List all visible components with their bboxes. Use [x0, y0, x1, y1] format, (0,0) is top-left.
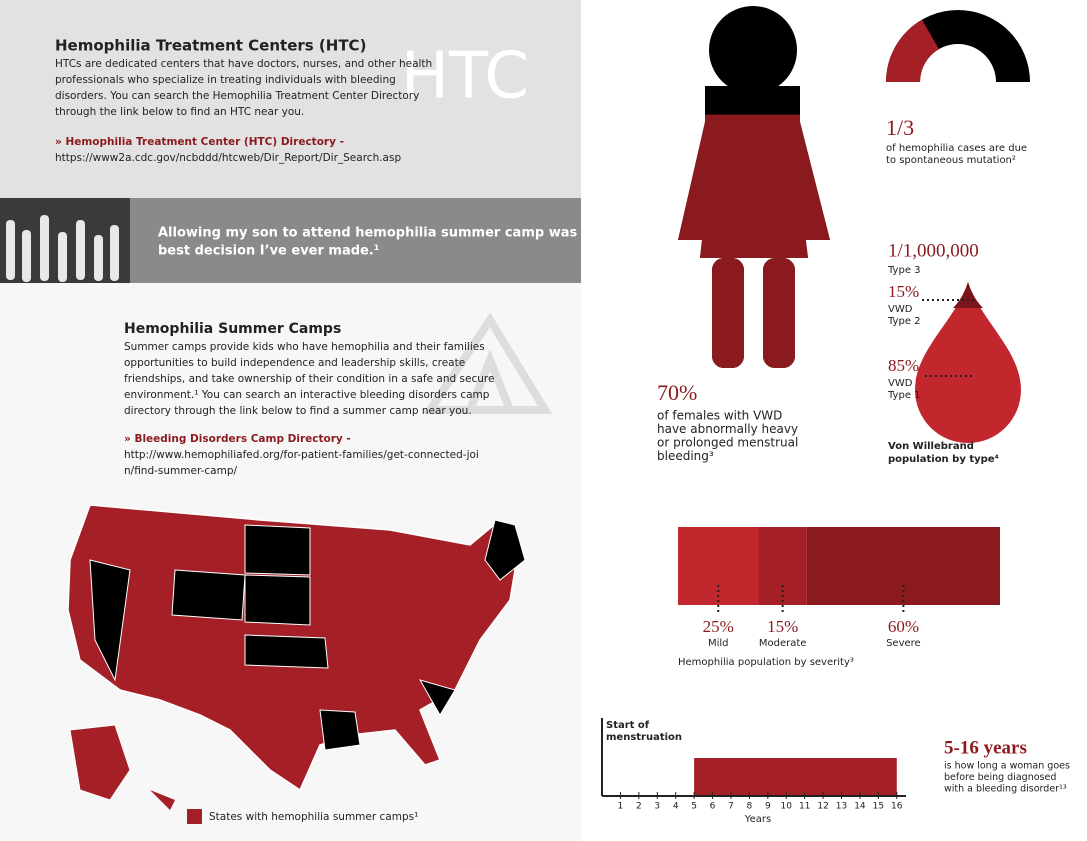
- x-tick-label: 8: [747, 802, 753, 812]
- stat-value: 25%: [703, 617, 734, 636]
- severity-segment: [806, 527, 1000, 605]
- stat-text: with a bleeding disorder¹³: [944, 784, 1067, 795]
- x-tick-label: 14: [854, 802, 866, 812]
- paragraph-line: environment.¹ You can search an interact…: [124, 389, 490, 401]
- x-tick-label: 12: [817, 802, 828, 812]
- stat-value: 5-16 years: [944, 737, 1027, 758]
- paragraph-line: Summer camps provide kids who have hemop…: [124, 341, 485, 353]
- link-url: n/find-summer-camp/: [124, 465, 237, 477]
- watermark: HTC: [401, 40, 529, 114]
- severity-segment: [758, 527, 807, 605]
- stat-label: Mild: [708, 638, 729, 649]
- quote-line: Allowing my son to attend hemophilia sum…: [158, 226, 606, 241]
- x-tick-label: 6: [710, 802, 716, 812]
- woman-figure-fill: [678, 114, 830, 368]
- stat-label: VWD: [888, 304, 913, 315]
- stat-text: of females with VWD: [657, 409, 782, 423]
- stat-label: Type 2: [887, 316, 921, 327]
- stat-value: 85%: [888, 356, 919, 375]
- axis-title: Start of: [606, 720, 650, 731]
- stat-text: or prolonged menstrual: [657, 436, 798, 450]
- link[interactable]: » Hemophilia Treatment Center (HTC) Dire…: [55, 136, 344, 148]
- stat-label: Severe: [886, 638, 921, 649]
- severity-segment: [678, 527, 759, 605]
- caption: population by type⁴: [888, 454, 999, 465]
- stat-value: 70%: [657, 380, 697, 405]
- axis-label: Years: [744, 814, 771, 825]
- x-tick-label: 15: [873, 802, 884, 812]
- quote-line: best decision I’ve ever made.¹: [158, 244, 380, 259]
- stat-text: bleeding³: [657, 449, 714, 463]
- paddles: [6, 215, 119, 282]
- x-tick-label: 13: [836, 802, 847, 812]
- heading: Hemophilia Treatment Centers (HTC): [55, 37, 366, 55]
- htc-panel: [0, 0, 581, 198]
- stat-value: 1/3: [886, 115, 914, 140]
- x-tick-label: 10: [781, 802, 793, 812]
- x-tick-label: 4: [673, 802, 679, 812]
- stat-label: Type 3: [887, 265, 921, 276]
- stat-text: before being diagnosed: [944, 772, 1056, 783]
- caption: Von Willebrand: [888, 441, 974, 452]
- paragraph-line: professionals who specialize in treating…: [55, 74, 396, 86]
- stat-text: of hemophilia cases are due: [886, 143, 1027, 154]
- stat-text: to spontaneous mutation²: [886, 155, 1016, 166]
- paragraph-line: through the link below to find an HTC ne…: [55, 106, 304, 118]
- stat-value: 15%: [767, 617, 798, 636]
- link-url: http://www.hemophiliafed.org/for-patient…: [124, 449, 479, 461]
- stat-value: 1/1,000,000: [888, 240, 979, 261]
- caption: Hemophilia population by severity³: [678, 657, 854, 668]
- tent-icon: [422, 312, 553, 414]
- range-bar: [694, 758, 897, 795]
- x-tick-label: 11: [799, 802, 810, 812]
- vwd-drop: [915, 282, 1021, 443]
- paragraph-line: opportunities to build independence and …: [124, 357, 465, 369]
- quote-band: [130, 198, 581, 283]
- paragraph-line: friendships, and take ownership of their…: [124, 373, 494, 385]
- stat-label: Type 1: [887, 390, 921, 401]
- us-map: [67, 504, 526, 810]
- heading: Hemophilia Summer Camps: [124, 321, 341, 337]
- x-tick-label: 1: [618, 802, 624, 812]
- x-tick-label: 7: [728, 802, 734, 812]
- stat-text: is how long a woman goes: [944, 761, 1070, 772]
- link-url[interactable]: https://www2a.cdc.gov/ncbddd/htcweb/Dir_…: [55, 152, 401, 164]
- paragraph-line: disorders. You can search the Hemophilia…: [55, 90, 419, 102]
- axis-title: menstruation: [606, 732, 682, 743]
- legend-label: States with hemophilia summer camps¹: [209, 811, 418, 823]
- stat-value: 15%: [888, 282, 919, 301]
- stat-label: VWD: [888, 378, 913, 389]
- x-tick-label: 9: [765, 802, 771, 812]
- x-tick-label: 3: [654, 802, 660, 812]
- legend-swatch: [187, 809, 202, 824]
- vwd-drop-top: [953, 282, 983, 308]
- x-tick-label: 5: [691, 802, 697, 812]
- paragraph-line: directory through the link below to find…: [124, 405, 472, 417]
- stat-value: 60%: [888, 617, 919, 636]
- stat-text: have abnormally heavy: [657, 422, 798, 436]
- link[interactable]: » Bleeding Disorders Camp Directory -: [124, 433, 351, 445]
- paragraph-line: HTCs are dedicated centers that have doc…: [55, 58, 432, 70]
- x-tick-label: 16: [891, 802, 903, 812]
- stat-label: Moderate: [759, 638, 807, 649]
- x-tick-label: 2: [636, 802, 642, 812]
- donut-segment: [886, 19, 939, 82]
